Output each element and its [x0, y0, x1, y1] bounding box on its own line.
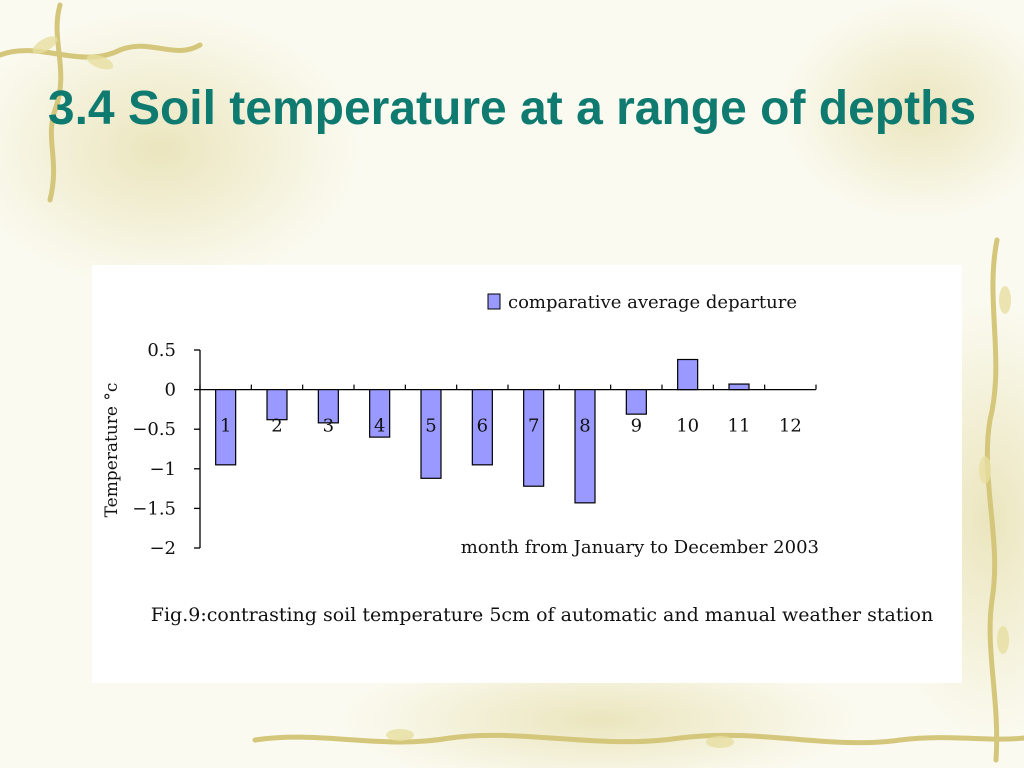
x-tick-label: 12: [779, 416, 802, 437]
x-tick-label: 1: [220, 416, 231, 437]
bar-month-11: [728, 383, 750, 391]
bar-month-4: [369, 388, 391, 438]
bar-month-3: [317, 388, 339, 424]
legend-swatch: [487, 293, 501, 310]
legend: comparative average departure: [487, 292, 797, 313]
bar-month-1: [215, 388, 237, 466]
y-tick-label: −1.5: [132, 498, 176, 519]
x-tick-label: 10: [676, 416, 699, 437]
y-tick-label: −0.5: [132, 419, 176, 440]
x-axis-label: month from January to December 2003: [461, 537, 819, 558]
x-tick-label: 8: [579, 416, 590, 437]
x-tick-label: 9: [631, 416, 642, 437]
bar-month-10: [677, 358, 699, 391]
bar-month-7: [523, 388, 545, 487]
x-tick-label: 7: [528, 416, 539, 437]
figure-caption: Fig.9:contrasting soil temperature 5cm o…: [150, 604, 934, 626]
y-tick-label: 0: [165, 380, 176, 401]
x-tick-label: 3: [323, 416, 334, 437]
bar-month-6: [471, 388, 493, 466]
slide-title: 3.4 Soil temperature at a range of depth…: [47, 82, 977, 135]
y-axis-label: Temperature °c: [102, 383, 122, 518]
y-tick-labels: 0.5 0 −0.5 −1 −1.5 −2: [132, 340, 176, 559]
axes: [194, 349, 817, 549]
bar-month-9: [625, 388, 647, 415]
y-tick-label: −2: [149, 538, 176, 559]
bar-month-5: [420, 388, 442, 479]
x-tick-label: 4: [374, 416, 385, 437]
bar-month-8: [574, 388, 596, 504]
x-tick-label: 2: [271, 416, 282, 437]
y-tick-label: 0.5: [147, 340, 176, 361]
x-tick-label: 6: [477, 416, 488, 437]
x-tick-labels: 1 2 3 4 5 6 7 8 9 10 11 12: [220, 416, 802, 437]
legend-label: comparative average departure: [508, 292, 797, 313]
bar-month-2: [266, 388, 288, 421]
y-tick-label: −1: [149, 459, 176, 480]
bar-chart: Temperature °c comparative average depar…: [102, 292, 819, 559]
x-tick-label: 5: [425, 416, 436, 437]
bars: [215, 358, 750, 504]
x-tick-label: 11: [728, 416, 751, 437]
chart-panel: Temperature °c comparative average depar…: [92, 265, 962, 683]
